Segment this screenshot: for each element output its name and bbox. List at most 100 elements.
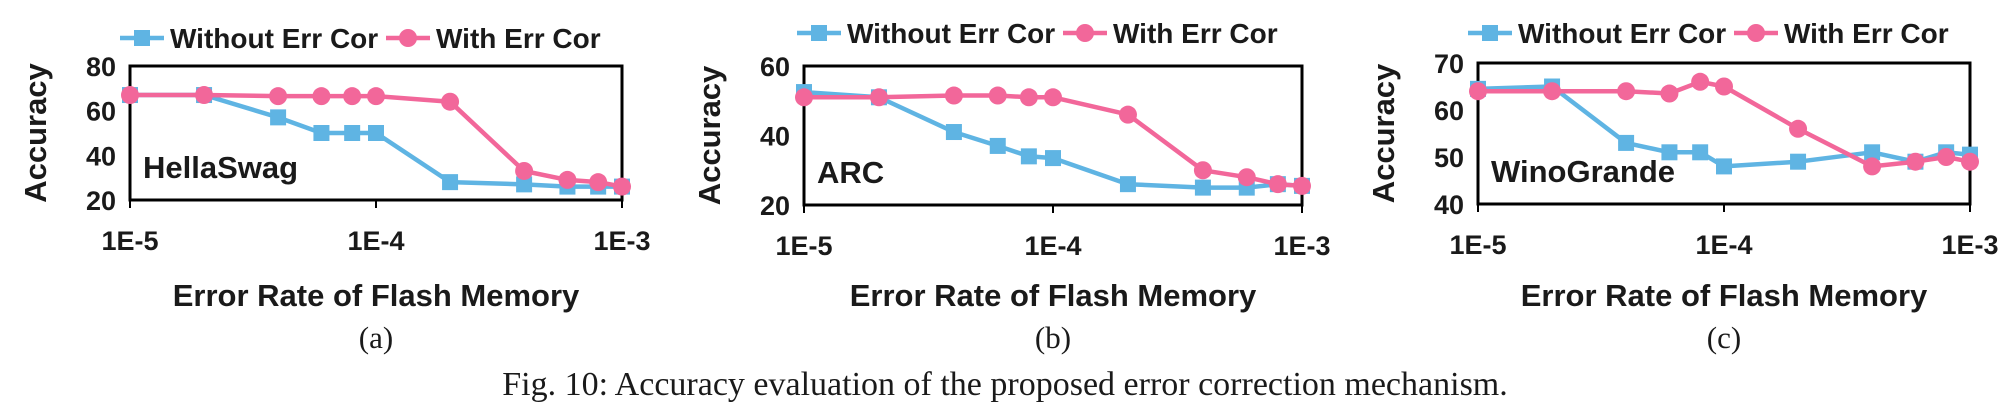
legend-item: With Err Cor: [386, 23, 601, 54]
data-point: [1618, 134, 1635, 151]
data-point: [442, 174, 459, 191]
data-point: [1790, 153, 1807, 170]
legend-circle-icon: [1076, 24, 1094, 42]
y-axis-title: Accuracy: [692, 65, 727, 205]
y-tick-label: 20: [760, 191, 790, 221]
chart-panels: 20 40 60 80 1E-5 1E-4 1E-3 Error Rate of Flash …: [18, 18, 1999, 355]
data-point: [1020, 148, 1037, 165]
legend-item: Without Err Cor: [1468, 18, 1726, 49]
data-point: [988, 86, 1007, 105]
x-tick-label: 1E-5: [775, 231, 832, 261]
legend-label: Without Err Cor: [170, 23, 378, 54]
data-point: [270, 109, 287, 126]
x-tick-label: 1E-5: [1449, 230, 1506, 260]
panel-label: (b): [1035, 320, 1071, 355]
data-point: [1118, 105, 1137, 124]
x-axis-title: Error Rate of Flash Memory: [1521, 278, 1928, 313]
data-point: [1716, 158, 1732, 175]
series-with-err-cor: [1469, 72, 1979, 176]
y-tick-label: 40: [760, 122, 790, 152]
data-point: [1864, 144, 1881, 161]
data-point: [1543, 82, 1562, 101]
data-point: [516, 176, 533, 193]
y-axis-title: Accuracy: [1366, 63, 1401, 203]
data-point: [1193, 161, 1212, 180]
data-point: [795, 88, 813, 107]
data-point: [121, 86, 139, 105]
data-point: [558, 170, 577, 189]
data-point: [1194, 179, 1211, 196]
data-point: [344, 125, 361, 141]
legend-item: With Err Cor: [1063, 18, 1278, 49]
legend: Without Err Cor With Err Cor: [797, 18, 1278, 49]
dataset-annotation: WinoGrande: [1491, 154, 1675, 189]
y-axis-title: Accuracy: [18, 62, 53, 202]
data-point: [1961, 152, 1979, 171]
data-point: [1906, 152, 1925, 171]
data-point: [1019, 88, 1038, 107]
data-point: [269, 87, 288, 106]
series-with-err-cor: [121, 86, 631, 196]
x-tick-label: 1E-3: [1273, 231, 1330, 261]
panel-label: (a): [359, 320, 393, 355]
series-with-err-cor: [795, 86, 1311, 195]
legend-square-icon: [811, 25, 827, 41]
legend-label: Without Err Cor: [1518, 18, 1726, 49]
y-tick-label: 80: [86, 52, 116, 82]
data-point: [1660, 84, 1679, 103]
data-point: [195, 86, 214, 105]
x-tick-label: 1E-3: [593, 226, 650, 256]
data-point: [1617, 82, 1636, 101]
y-tick-label: 40: [1434, 190, 1464, 220]
legend-circle-icon: [399, 29, 417, 47]
data-point: [869, 88, 888, 107]
data-point: [1469, 82, 1487, 101]
legend-label: With Err Cor: [1113, 18, 1278, 49]
dataset-annotation: ARC: [817, 155, 884, 190]
data-point: [441, 92, 460, 111]
chart-panel-a: 20 40 60 80 1E-5 1E-4 1E-3 Error Rate of Flash …: [18, 23, 651, 355]
legend-label: With Err Cor: [1784, 18, 1949, 49]
x-axis-title: Error Rate of Flash Memory: [173, 278, 580, 313]
data-point: [313, 125, 330, 141]
data-point: [515, 161, 534, 180]
data-point: [1237, 168, 1256, 187]
data-point: [312, 87, 331, 106]
data-point: [343, 87, 362, 106]
legend-label: Without Err Cor: [847, 18, 1055, 49]
y-tick-label: 60: [760, 52, 790, 82]
y-tick-label: 70: [1434, 49, 1464, 79]
x-axis-title: Error Rate of Flash Memory: [850, 278, 1257, 313]
legend-square-icon: [134, 30, 150, 46]
data-point: [368, 125, 384, 141]
y-tick-label: 40: [86, 141, 116, 171]
chart-panel-c: 40 50 60 70 1E-5 1E-4 1E-3 Error Rate of Flash …: [1366, 18, 1999, 355]
x-tick-label: 1E-5: [101, 226, 158, 256]
data-point: [367, 87, 385, 106]
data-point: [1863, 157, 1882, 176]
data-point: [589, 173, 608, 192]
data-point: [1044, 88, 1062, 107]
data-point: [1268, 175, 1287, 194]
data-point: [1715, 77, 1733, 96]
legend-item: Without Err Cor: [797, 18, 1055, 49]
legend-circle-icon: [1747, 24, 1765, 42]
data-point: [989, 137, 1006, 154]
y-tick-label: 50: [1434, 143, 1464, 173]
y-tick-label: 60: [1434, 96, 1464, 126]
x-tick-label: 1E-3: [1941, 230, 1998, 260]
legend-item: With Err Cor: [1734, 18, 1949, 49]
data-point: [1045, 150, 1061, 167]
data-point: [1691, 72, 1710, 91]
x-tick-label: 1E-4: [1695, 230, 1752, 260]
legend-square-icon: [1482, 25, 1498, 41]
legend-item: Without Err Cor: [120, 23, 378, 54]
x-tick-label: 1E-4: [1024, 231, 1081, 261]
legend: Without Err Cor With Err Cor: [1468, 18, 1949, 49]
data-point: [1692, 144, 1709, 161]
legend: Without Err Cor With Err Cor: [120, 23, 601, 54]
y-tick-label: 60: [86, 97, 116, 127]
data-point: [1119, 176, 1136, 193]
y-tick-label: 20: [86, 186, 116, 216]
data-point: [613, 177, 631, 196]
